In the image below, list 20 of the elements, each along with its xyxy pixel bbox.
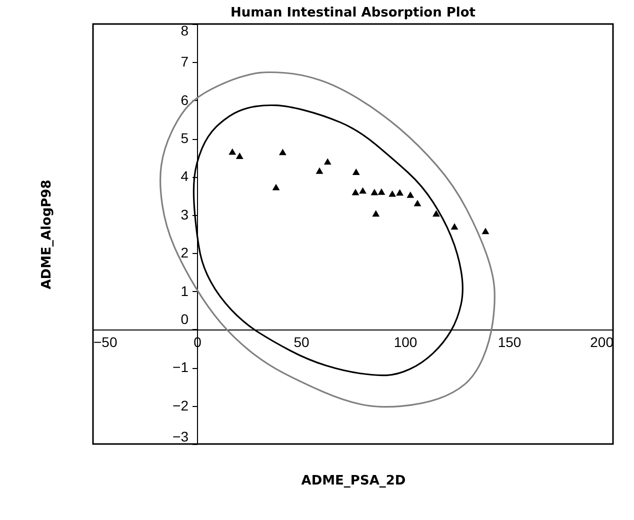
chart-title: Human Intestinal Absorption Plot — [230, 6, 476, 20]
y-tick-label: 3 — [180, 206, 189, 222]
x-tick-label: 200 — [590, 334, 614, 350]
y-tick-label: 4 — [180, 168, 189, 184]
y-tick-label: 6 — [180, 92, 189, 108]
y-tick-label: 2 — [180, 244, 189, 261]
y-tick-label: 0 — [180, 310, 189, 327]
y-tick-label: −3 — [172, 428, 189, 444]
x-axis-title: ADME_PSA_2D — [301, 474, 406, 488]
x-tick-label: −50 — [94, 334, 118, 350]
x-tick-label: 50 — [294, 334, 310, 350]
x-tick-label: 150 — [498, 334, 522, 350]
y-tick-label: −1 — [172, 359, 189, 376]
y-tick-label: 8 — [180, 22, 189, 38]
y-axis-title: ADME_AlogP98 — [40, 180, 54, 290]
x-tick-label: 100 — [394, 334, 418, 350]
y-tick-label: 1 — [180, 282, 189, 299]
y-tick-label: −2 — [172, 397, 189, 414]
y-tick-label: 5 — [180, 130, 189, 146]
y-tick-label: 7 — [180, 54, 189, 70]
